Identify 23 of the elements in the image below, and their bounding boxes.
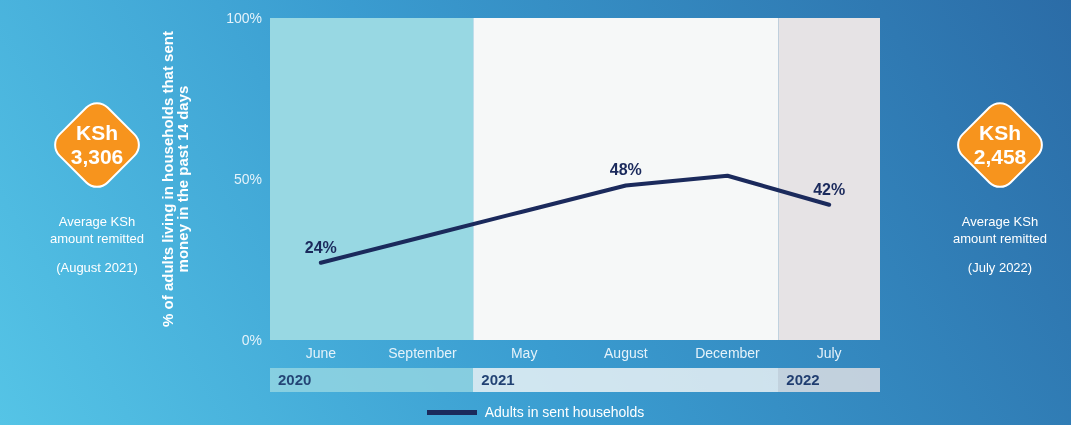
x-tick-label: May <box>510 344 538 361</box>
text: (July 2022) <box>966 260 1034 275</box>
y-tick-label: 0% <box>241 331 262 348</box>
y-axis-title: % of adults living in households that sent money in the past 14 days <box>158 31 191 327</box>
band-label: 2020 <box>270 368 474 392</box>
x-tick-label: July <box>816 344 842 361</box>
text: KSh 3,306 <box>69 121 125 169</box>
x-tick-label: September <box>388 344 458 361</box>
band-label: 2021 <box>473 368 779 392</box>
y-tick-label: 100% <box>226 9 262 26</box>
data-label: 24% <box>304 238 337 256</box>
text: KSh 2,458 <box>972 121 1028 169</box>
x-tick-label: August <box>604 344 648 361</box>
text: Average KSh amount remitted <box>49 213 145 247</box>
data-label: 48% <box>609 161 642 179</box>
data-label: 42% <box>813 180 846 198</box>
x-tick-label: June <box>305 344 337 361</box>
text: (August 2021) <box>56 260 138 275</box>
y-tick-label: 50% <box>233 170 262 187</box>
x-tick-label: December <box>695 344 761 361</box>
text: Average KSh amount remitted <box>952 213 1048 247</box>
band-label: 2022 <box>778 368 880 392</box>
legend-label: Adults in sent households <box>484 404 645 420</box>
